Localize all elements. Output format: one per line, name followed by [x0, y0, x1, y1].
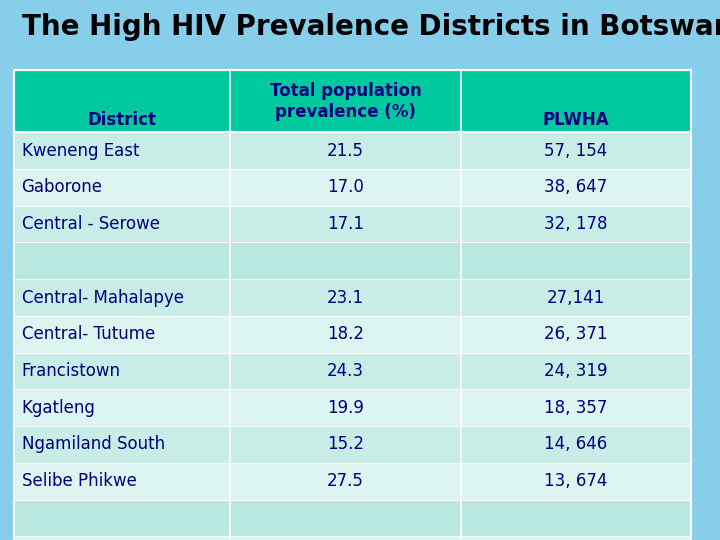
FancyBboxPatch shape: [14, 132, 691, 169]
FancyBboxPatch shape: [14, 70, 691, 132]
FancyBboxPatch shape: [14, 242, 691, 279]
FancyBboxPatch shape: [14, 316, 691, 353]
FancyBboxPatch shape: [14, 426, 691, 463]
Text: 24, 319: 24, 319: [544, 362, 608, 380]
Text: Kgatleng: Kgatleng: [22, 399, 96, 417]
Text: Selibe Phikwe: Selibe Phikwe: [22, 472, 137, 490]
Text: Central- Mahalapye: Central- Mahalapye: [22, 288, 184, 307]
FancyBboxPatch shape: [14, 279, 691, 316]
Text: 32, 178: 32, 178: [544, 215, 608, 233]
Text: 19.9: 19.9: [327, 399, 364, 417]
Text: 23.1: 23.1: [327, 288, 364, 307]
Text: 21.5: 21.5: [327, 141, 364, 160]
Text: 18, 357: 18, 357: [544, 399, 608, 417]
Text: 27.5: 27.5: [327, 472, 364, 490]
Text: 26, 371: 26, 371: [544, 325, 608, 343]
Text: 14, 646: 14, 646: [544, 435, 608, 454]
Text: 18.2: 18.2: [327, 325, 364, 343]
FancyBboxPatch shape: [14, 353, 691, 389]
Text: 38, 647: 38, 647: [544, 178, 608, 197]
FancyBboxPatch shape: [14, 500, 691, 536]
FancyBboxPatch shape: [14, 389, 691, 426]
Text: PLWHA: PLWHA: [543, 111, 609, 130]
Text: 17.1: 17.1: [327, 215, 364, 233]
Text: District: District: [88, 111, 157, 130]
FancyBboxPatch shape: [14, 463, 691, 500]
Text: 27,141: 27,141: [547, 288, 605, 307]
Text: Total population
prevalence (%): Total population prevalence (%): [270, 82, 421, 120]
Text: Gaborone: Gaborone: [22, 178, 102, 197]
Text: 13, 674: 13, 674: [544, 472, 608, 490]
FancyBboxPatch shape: [14, 536, 691, 540]
Text: 57, 154: 57, 154: [544, 141, 608, 160]
Text: Central- Tutume: Central- Tutume: [22, 325, 155, 343]
Text: 17.0: 17.0: [327, 178, 364, 197]
Text: Kweneng East: Kweneng East: [22, 141, 139, 160]
FancyBboxPatch shape: [14, 169, 691, 206]
Text: 15.2: 15.2: [327, 435, 364, 454]
Text: Ngamiland South: Ngamiland South: [22, 435, 165, 454]
Text: The High HIV Prevalence Districts in Botswana: The High HIV Prevalence Districts in Bot…: [22, 13, 720, 41]
Text: Francistown: Francistown: [22, 362, 121, 380]
Text: 24.3: 24.3: [327, 362, 364, 380]
FancyBboxPatch shape: [14, 206, 691, 242]
Text: Central - Serowe: Central - Serowe: [22, 215, 160, 233]
